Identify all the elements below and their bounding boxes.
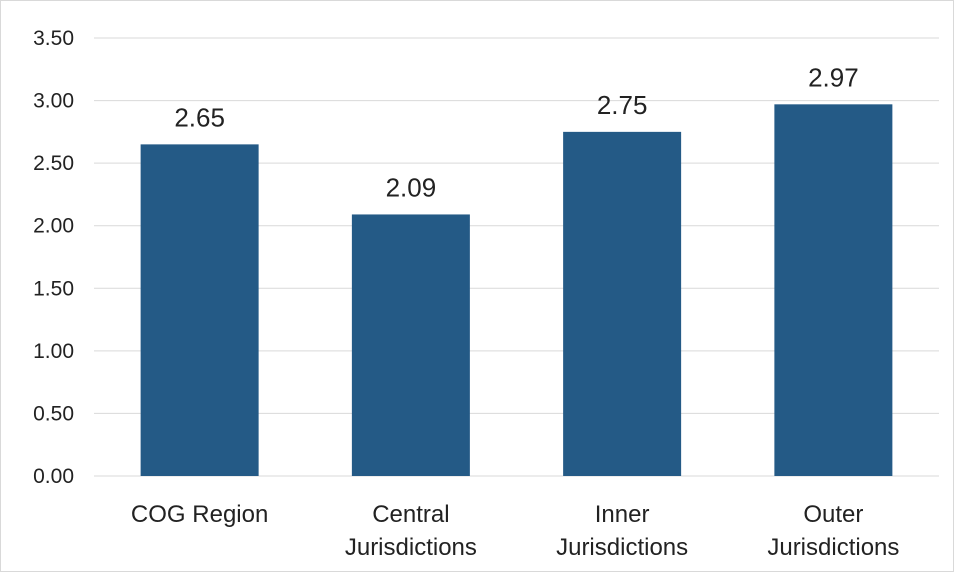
y-tick-label: 0.00 [33, 465, 74, 488]
data-label: 2.75 [597, 90, 648, 120]
x-category-label-line: Central [372, 501, 449, 528]
x-category-label: Outer Jurisdictions [767, 501, 899, 561]
data-label: 2.97 [808, 62, 859, 92]
data-label: 2.09 [386, 172, 437, 202]
x-category-label: COG Region [131, 501, 268, 528]
x-category-label-line: Jurisdictions [767, 534, 899, 561]
bar [140, 144, 259, 476]
y-axis-tick-labels: 0.00 0.50 1.00 1.50 2.00 2.50 3.00 3.50 [33, 27, 74, 488]
x-category-label: Central Jurisdictions [345, 501, 477, 561]
x-category-label-line: COG Region [131, 501, 268, 528]
y-tick-label: 2.50 [33, 152, 74, 175]
y-tick-label: 3.50 [33, 27, 74, 50]
y-tick-label: 0.50 [33, 402, 74, 425]
bar [563, 131, 682, 476]
x-category-label: Inner Jurisdictions [556, 501, 688, 561]
x-category-label-line: Inner [595, 501, 650, 528]
y-tick-label: 1.00 [33, 340, 74, 363]
data-labels: 2.65 2.09 2.75 2.97 [174, 62, 858, 202]
x-category-label-line: Outer [803, 501, 863, 528]
y-tick-label: 2.00 [33, 215, 74, 238]
bar [351, 214, 470, 477]
x-axis-category-labels: COG Region Central Jurisdictions Inner Juris… [131, 501, 899, 561]
y-tick-label: 3.00 [33, 90, 74, 113]
bar [774, 104, 893, 476]
bars [140, 104, 893, 477]
data-label: 2.65 [174, 102, 225, 132]
x-category-label-line: Jurisdictions [345, 534, 477, 561]
x-category-label-line: Jurisdictions [556, 534, 688, 561]
y-tick-label: 1.50 [33, 277, 74, 300]
